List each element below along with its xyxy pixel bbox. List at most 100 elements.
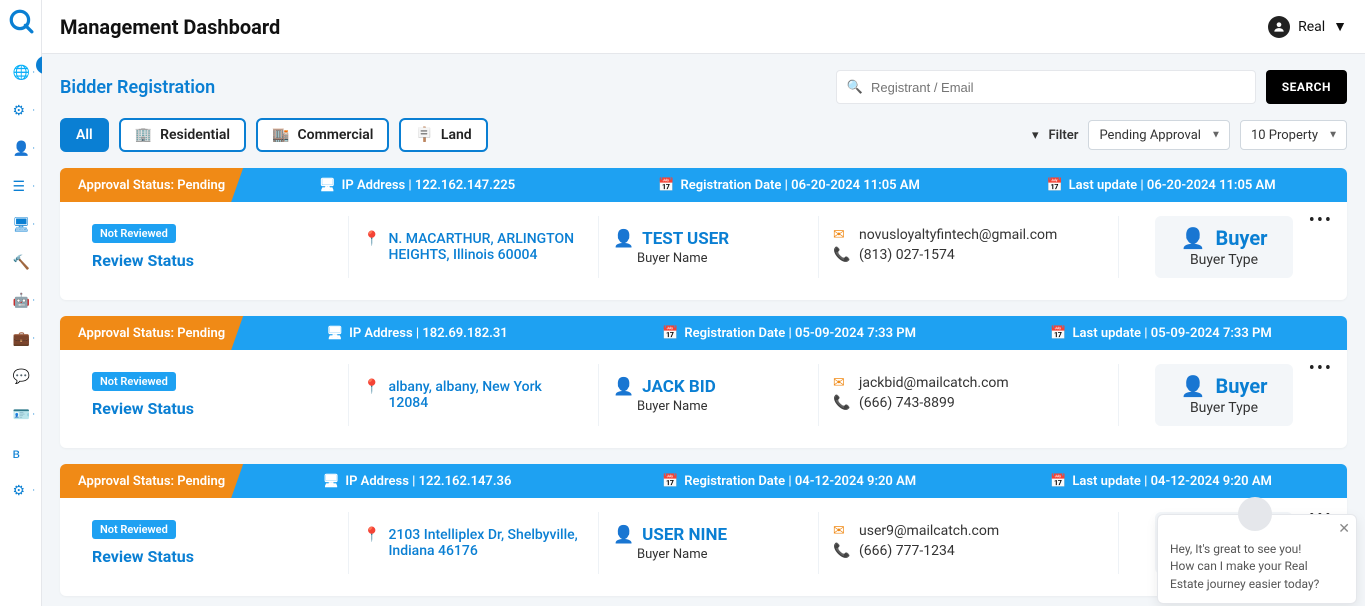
review-badge: Not Reviewed	[92, 224, 176, 243]
buyer-type: Buyer	[1215, 226, 1267, 250]
calendar-icon: 📅	[662, 326, 678, 341]
user-icon: 👤	[1181, 226, 1206, 250]
pin-icon: 📍	[363, 527, 380, 543]
buyer-type: Buyer	[1215, 374, 1267, 398]
ip-address: 🖥IP Address | 122.162.147.225	[231, 178, 603, 193]
address-text: albany, albany, New York 12084	[388, 379, 584, 411]
phone-icon: 📞	[833, 395, 849, 411]
registration-card: Approval Status: Pending 🖥IP Address | 1…	[60, 464, 1347, 596]
gear-icon: ⚙	[13, 103, 29, 119]
user-icon: 👤	[1181, 374, 1206, 398]
search-input[interactable]	[871, 80, 1245, 95]
card-menu[interactable]: •••	[1309, 358, 1333, 379]
buyer-name-label: Buyer Name	[637, 399, 804, 414]
review-badge: Not Reviewed	[92, 372, 176, 391]
count-filter-select[interactable]: 10 Property▼	[1240, 120, 1347, 150]
calendar-icon: 📅	[1046, 178, 1062, 193]
content-area: Bidder Registration 🔍 SEARCH All 🏢Reside…	[42, 54, 1365, 606]
briefcase-icon: 💼	[13, 331, 29, 347]
select-value: 10 Property	[1251, 128, 1318, 143]
filter-label: Filter	[1048, 128, 1078, 143]
registration-date: 📅Registration Date | 06-20-2024 11:05 AM	[603, 178, 975, 193]
calendar-icon: 📅	[1050, 474, 1066, 489]
tab-commercial[interactable]: 🏬 Commercial	[256, 118, 389, 152]
calendar-icon: 📅	[1050, 326, 1066, 341]
topbar: Management Dashboard Real ▼	[42, 0, 1365, 54]
chat-widget: ✕ Hey, It's great to see you! How can I …	[1157, 514, 1357, 604]
sidebar-item-chat[interactable]: 💬	[0, 358, 41, 396]
last-update: 📅Last update | 05-09-2024 7:33 PM	[975, 326, 1347, 341]
email-text: user9@mailcatch.com	[859, 523, 999, 539]
email-icon: ✉	[833, 227, 849, 243]
sidebar-item-users[interactable]: 👤·	[0, 130, 41, 168]
sidebar-item-robot[interactable]: 🤖·	[0, 282, 41, 320]
registration-card: Approval Status: Pending 🖥IP Address | 1…	[60, 316, 1347, 448]
email-text: jackbid@mailcatch.com	[859, 375, 1009, 391]
tab-all[interactable]: All	[60, 118, 109, 152]
email-icon: ✉	[833, 375, 849, 391]
registration-card: Approval Status: Pending 🖥IP Address | 1…	[60, 168, 1347, 300]
registration-date: 📅Registration Date | 05-09-2024 7:33 PM	[603, 326, 975, 341]
review-status-label: Review Status	[92, 399, 334, 418]
building-icon: 🏢	[135, 127, 152, 143]
user-icon: 👤	[13, 141, 29, 157]
phone-text: (666) 777-1234	[859, 543, 955, 559]
review-status-label: Review Status	[92, 251, 334, 270]
search-button[interactable]: SEARCH	[1266, 70, 1347, 104]
sidebar-item-idcard[interactable]: 🪪·	[0, 396, 41, 434]
card-header: Approval Status: Pending 🖥IP Address | 1…	[60, 316, 1347, 350]
sidebar-item-globe[interactable]: 🌐·	[0, 54, 41, 92]
select-value: Pending Approval	[1099, 128, 1201, 143]
sidebar-item-blog[interactable]: ʙ	[0, 434, 41, 472]
card-header: Approval Status: Pending 🖥IP Address | 1…	[60, 464, 1347, 498]
chat-line: Hey, It's great to see you!	[1170, 541, 1344, 558]
ip-address: 🖥IP Address | 122.162.147.36	[231, 474, 603, 489]
sidebar-item-monitor[interactable]: 🖥·	[0, 206, 41, 244]
approval-status: Approval Status: Pending	[60, 316, 243, 350]
sidebar: › 🌐· ⚙· 👤· ☰· 🖥· 🔨 🤖· 💼· 💬 🪪· ʙ ⚙·	[0, 0, 42, 606]
buyer-type-box: 👤Buyer Buyer Type	[1155, 216, 1294, 278]
monitor-icon: 🖥	[13, 217, 29, 233]
search-box[interactable]: 🔍	[836, 70, 1256, 104]
tab-label: Land	[441, 127, 472, 143]
sidebar-item-briefcase[interactable]: 💼·	[0, 320, 41, 358]
tab-label: All	[76, 127, 93, 143]
phone-text: (813) 027-1574	[859, 247, 955, 263]
chat-icon: 💬	[13, 369, 29, 385]
tab-residential[interactable]: 🏢 Residential	[119, 118, 246, 152]
caret-down-icon: ▼	[1333, 18, 1347, 35]
sidebar-item-list[interactable]: ☰·	[0, 168, 41, 206]
chat-avatar	[1238, 497, 1272, 531]
chat-line: How can I make your Real	[1170, 558, 1344, 575]
user-label: Real	[1298, 19, 1325, 35]
review-status-label: Review Status	[92, 547, 334, 566]
email-text: novusloyaltyfintech@gmail.com	[859, 227, 1057, 243]
search-icon: 🔍	[847, 80, 863, 95]
storefront-icon: 🏬	[272, 127, 289, 143]
email-icon: ✉	[833, 523, 849, 539]
sidebar-item-settings[interactable]: ⚙·	[0, 92, 41, 130]
phone-icon: 📞	[833, 543, 849, 559]
caret-down-icon: ▼	[1211, 130, 1221, 141]
user-menu[interactable]: Real ▼	[1268, 16, 1347, 38]
blog-icon: ʙ	[13, 445, 29, 461]
tab-label: Commercial	[298, 127, 374, 143]
card-header: Approval Status: Pending 🖥IP Address | 1…	[60, 168, 1347, 202]
filter-icon: ▾	[1032, 128, 1039, 143]
buyer-name: USER NINE	[642, 525, 727, 545]
approval-status: Approval Status: Pending	[60, 464, 243, 498]
sidebar-item-gavel[interactable]: 🔨	[0, 244, 41, 282]
gavel-icon: 🔨	[13, 255, 29, 271]
gears-icon: ⚙	[13, 483, 29, 499]
tab-land[interactable]: 🪧Land	[399, 118, 487, 152]
status-filter-select[interactable]: Pending Approval ▼	[1088, 120, 1230, 150]
phone-text: (666) 743-8899	[859, 395, 955, 411]
pin-icon: 📍	[363, 379, 380, 395]
calendar-icon: 📅	[662, 474, 678, 489]
tab-label: Residential	[160, 127, 230, 143]
chat-close[interactable]: ✕	[1338, 519, 1350, 539]
sidebar-item-gears[interactable]: ⚙·	[0, 472, 41, 510]
ip-address: 🖥IP Address | 182.69.182.31	[231, 326, 603, 341]
address-text: N. MACARTHUR, ARLINGTON HEIGHTS, Illinoi…	[388, 231, 584, 263]
card-menu[interactable]: •••	[1309, 210, 1333, 231]
